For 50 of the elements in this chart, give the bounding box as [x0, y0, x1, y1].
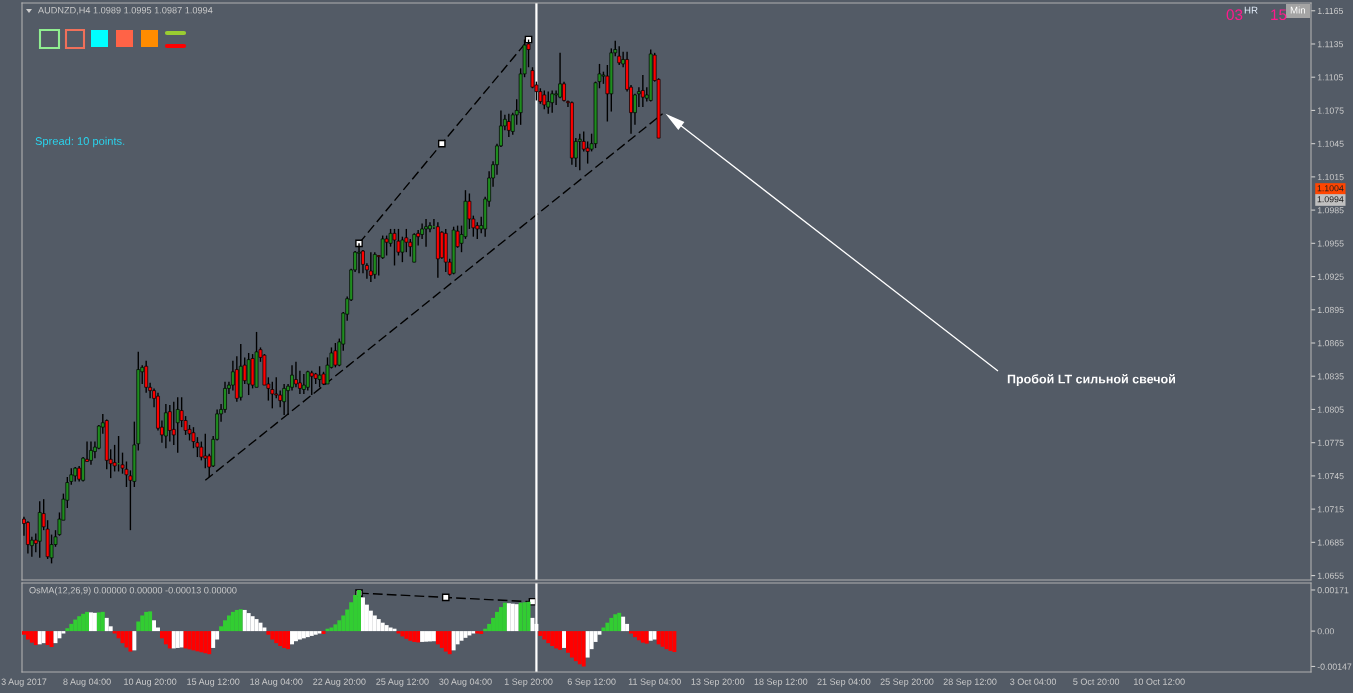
- chart-title: OsMA(12,26,9) 0.00000 0.00000 -0.00013 0.00000: [29, 586, 237, 596]
- x-tick-label: 25 Sep 20:00: [880, 678, 934, 687]
- x-tick-label: 18 Sep 12:00: [754, 678, 808, 687]
- x-tick-label: 10 Oct 12:00: [1134, 678, 1185, 685]
- x-tick-label: 1 Sep 20:00: [504, 678, 553, 687]
- y-tick-label: 1.0895: [1317, 306, 1344, 314]
- y-tick-label: 1.1165: [1317, 7, 1343, 15]
- y-tick-label: 0.00171: [1317, 587, 1349, 594]
- x-tick-label: 15 Aug 12:00: [187, 678, 240, 687]
- x-tick-label: 3 Oct 04:00: [1010, 678, 1057, 685]
- y-tick-label: 1.0805: [1317, 406, 1344, 413]
- y-tick-label: 1.0985: [1317, 207, 1344, 214]
- y-tick-label: 1.0835: [1317, 373, 1344, 380]
- x-tick-label: 10 Aug 20:00: [124, 678, 177, 687]
- y-tick-label: 1.0745: [1317, 472, 1344, 480]
- x-tick-label: 6 Sep 12:00: [567, 678, 616, 687]
- y-tick-label: 1.0655: [1317, 572, 1344, 579]
- x-tick-label: 22 Aug 20:00: [313, 678, 366, 687]
- y-tick-label: 1.1045: [1317, 140, 1344, 147]
- x-tick-label: 18 Aug 04:00: [250, 678, 303, 687]
- annotation: Пробой LT сильной свечой: [1007, 374, 1176, 386]
- y-tick-label: 1.0955: [1317, 240, 1344, 247]
- y-tick-label: 1.1135: [1317, 41, 1343, 48]
- annotation: Min: [1290, 6, 1306, 14]
- x-tick-label: 25 Aug 12:00: [376, 678, 429, 687]
- x-tick-label: 13 Sep 20:00: [691, 678, 745, 687]
- y-tick-label: 1.0715: [1317, 506, 1344, 513]
- x-tick-label: 30 Aug 04:00: [439, 678, 492, 687]
- x-tick-label: 28 Sep 12:00: [943, 678, 997, 687]
- annotation: 03: [1226, 9, 1243, 21]
- x-tick-label: 11 Sep 04:00: [628, 678, 681, 687]
- chart-title: AUDNZD,H4 1.0989 1.0995 1.0987 1.0994: [38, 6, 213, 15]
- y-tick-label: 1.0865: [1317, 340, 1344, 347]
- x-tick-label: 5 Oct 20:00: [1073, 678, 1120, 685]
- text: 1.1004: [1317, 185, 1344, 192]
- annotation: Spread: 10 points.: [35, 136, 125, 148]
- y-tick-label: 1.1105: [1317, 74, 1343, 81]
- annotation: HR: [1244, 6, 1258, 14]
- x-tick-label: 21 Sep 04:00: [817, 678, 871, 687]
- y-tick-label: 1.0925: [1317, 273, 1344, 280]
- y-tick-label: 1.0685: [1317, 539, 1344, 546]
- y-tick-label: 1.1075: [1317, 107, 1344, 114]
- y-tick-label: 1.1015: [1317, 173, 1344, 181]
- x-tick-label: 3 Aug 2017: [1, 678, 47, 687]
- y-tick-label: -0.00147: [1317, 663, 1352, 670]
- y-tick-label: 1.0775: [1317, 439, 1344, 446]
- x-tick-label: 8 Aug 04:00: [63, 678, 111, 687]
- text: 1.0994: [1317, 196, 1344, 203]
- annotation: 15: [1271, 9, 1287, 21]
- y-tick-label: 0.00: [1317, 628, 1334, 635]
